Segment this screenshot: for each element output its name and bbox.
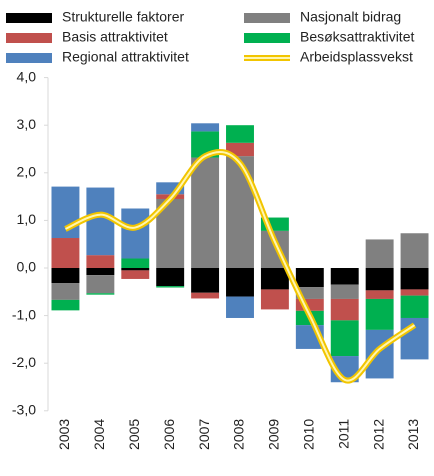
y-tick-label: 4,0 xyxy=(17,68,37,84)
bar-segment xyxy=(400,289,429,296)
bar-segment xyxy=(295,298,324,311)
x-tick-label: 2005 xyxy=(126,419,142,450)
bar-segment xyxy=(86,187,115,256)
bar-segment xyxy=(330,298,359,321)
x-tick-label: 2011 xyxy=(335,419,351,449)
bar-segment xyxy=(191,157,220,268)
bar-segment xyxy=(365,239,394,268)
bar-segment xyxy=(191,268,220,293)
y-tick-label: 1,0 xyxy=(17,211,37,227)
legend-swatch xyxy=(6,33,52,43)
legend-swatch xyxy=(244,13,290,23)
x-tick-label: 2010 xyxy=(301,419,317,450)
bar-segment xyxy=(400,295,429,318)
bar-segment xyxy=(330,320,359,357)
bar-segment xyxy=(400,317,429,360)
bar-segment xyxy=(226,156,254,268)
bar-segment xyxy=(86,268,115,276)
bar-segment xyxy=(260,289,289,310)
bar-segment xyxy=(156,182,185,195)
bar-segment xyxy=(191,292,220,299)
bar-segment xyxy=(330,268,359,285)
y-tick-label: 0,0 xyxy=(17,259,37,275)
y-tick-label: -2,0 xyxy=(12,354,36,370)
line-inner xyxy=(65,151,416,382)
legend-label: Basis attraktivitet xyxy=(62,29,168,45)
bar-segment xyxy=(226,268,254,297)
x-tick-label: 2012 xyxy=(370,419,386,450)
y-tick-label: -1,0 xyxy=(12,306,36,322)
legend-swatch xyxy=(6,13,52,23)
bar-segment xyxy=(51,186,80,239)
bar-segment xyxy=(295,287,324,299)
x-tick-label: 2007 xyxy=(196,419,212,450)
x-tick-label: 2008 xyxy=(231,419,247,450)
legend-label: Nasjonalt bidrag xyxy=(300,9,401,25)
bar-segment xyxy=(365,329,394,379)
bar-segment xyxy=(156,268,185,287)
bar-segment xyxy=(86,255,115,268)
legend-label: Regional attraktivitet xyxy=(62,49,189,65)
y-tick-label: 2,0 xyxy=(17,164,37,180)
legend-swatch xyxy=(244,33,290,43)
bar-segment xyxy=(51,238,80,268)
bar-segment xyxy=(156,286,185,288)
bar-segment xyxy=(51,299,80,311)
bar-segment xyxy=(400,233,429,268)
bar-segment xyxy=(121,208,150,259)
bar-segment xyxy=(365,298,394,330)
x-tick-label: 2013 xyxy=(405,419,421,450)
bar-segment xyxy=(191,123,220,132)
x-tick-label: 2006 xyxy=(161,419,177,450)
y-tick-label: 3,0 xyxy=(17,116,37,132)
legend-swatch xyxy=(6,53,52,63)
legend-label: Strukturelle faktorer xyxy=(62,9,184,25)
bar-segment xyxy=(330,284,359,299)
bar-segment xyxy=(226,142,254,157)
bar-segment xyxy=(295,268,324,288)
bar-segment xyxy=(86,275,115,294)
x-tick-label: 2004 xyxy=(91,419,107,450)
bar-segment xyxy=(86,293,115,295)
bar-segment xyxy=(121,258,150,268)
bar-segment xyxy=(121,270,150,279)
bar-segment xyxy=(51,283,80,300)
bar-segment xyxy=(260,268,289,290)
bar-segment xyxy=(226,125,254,143)
legend-label: Arbeidsplassvekst xyxy=(300,49,413,65)
bar-segment xyxy=(400,268,429,290)
legend-label: Besøksattraktivitet xyxy=(300,29,414,45)
bar-segment xyxy=(365,290,394,299)
x-tick-label: 2009 xyxy=(266,419,282,450)
y-tick-label: -3,0 xyxy=(12,402,36,418)
bar-segment xyxy=(365,268,394,291)
bar-segment xyxy=(121,268,150,271)
bar-segment xyxy=(51,268,80,284)
bar-segment xyxy=(226,296,254,318)
x-tick-label: 2003 xyxy=(56,419,72,450)
